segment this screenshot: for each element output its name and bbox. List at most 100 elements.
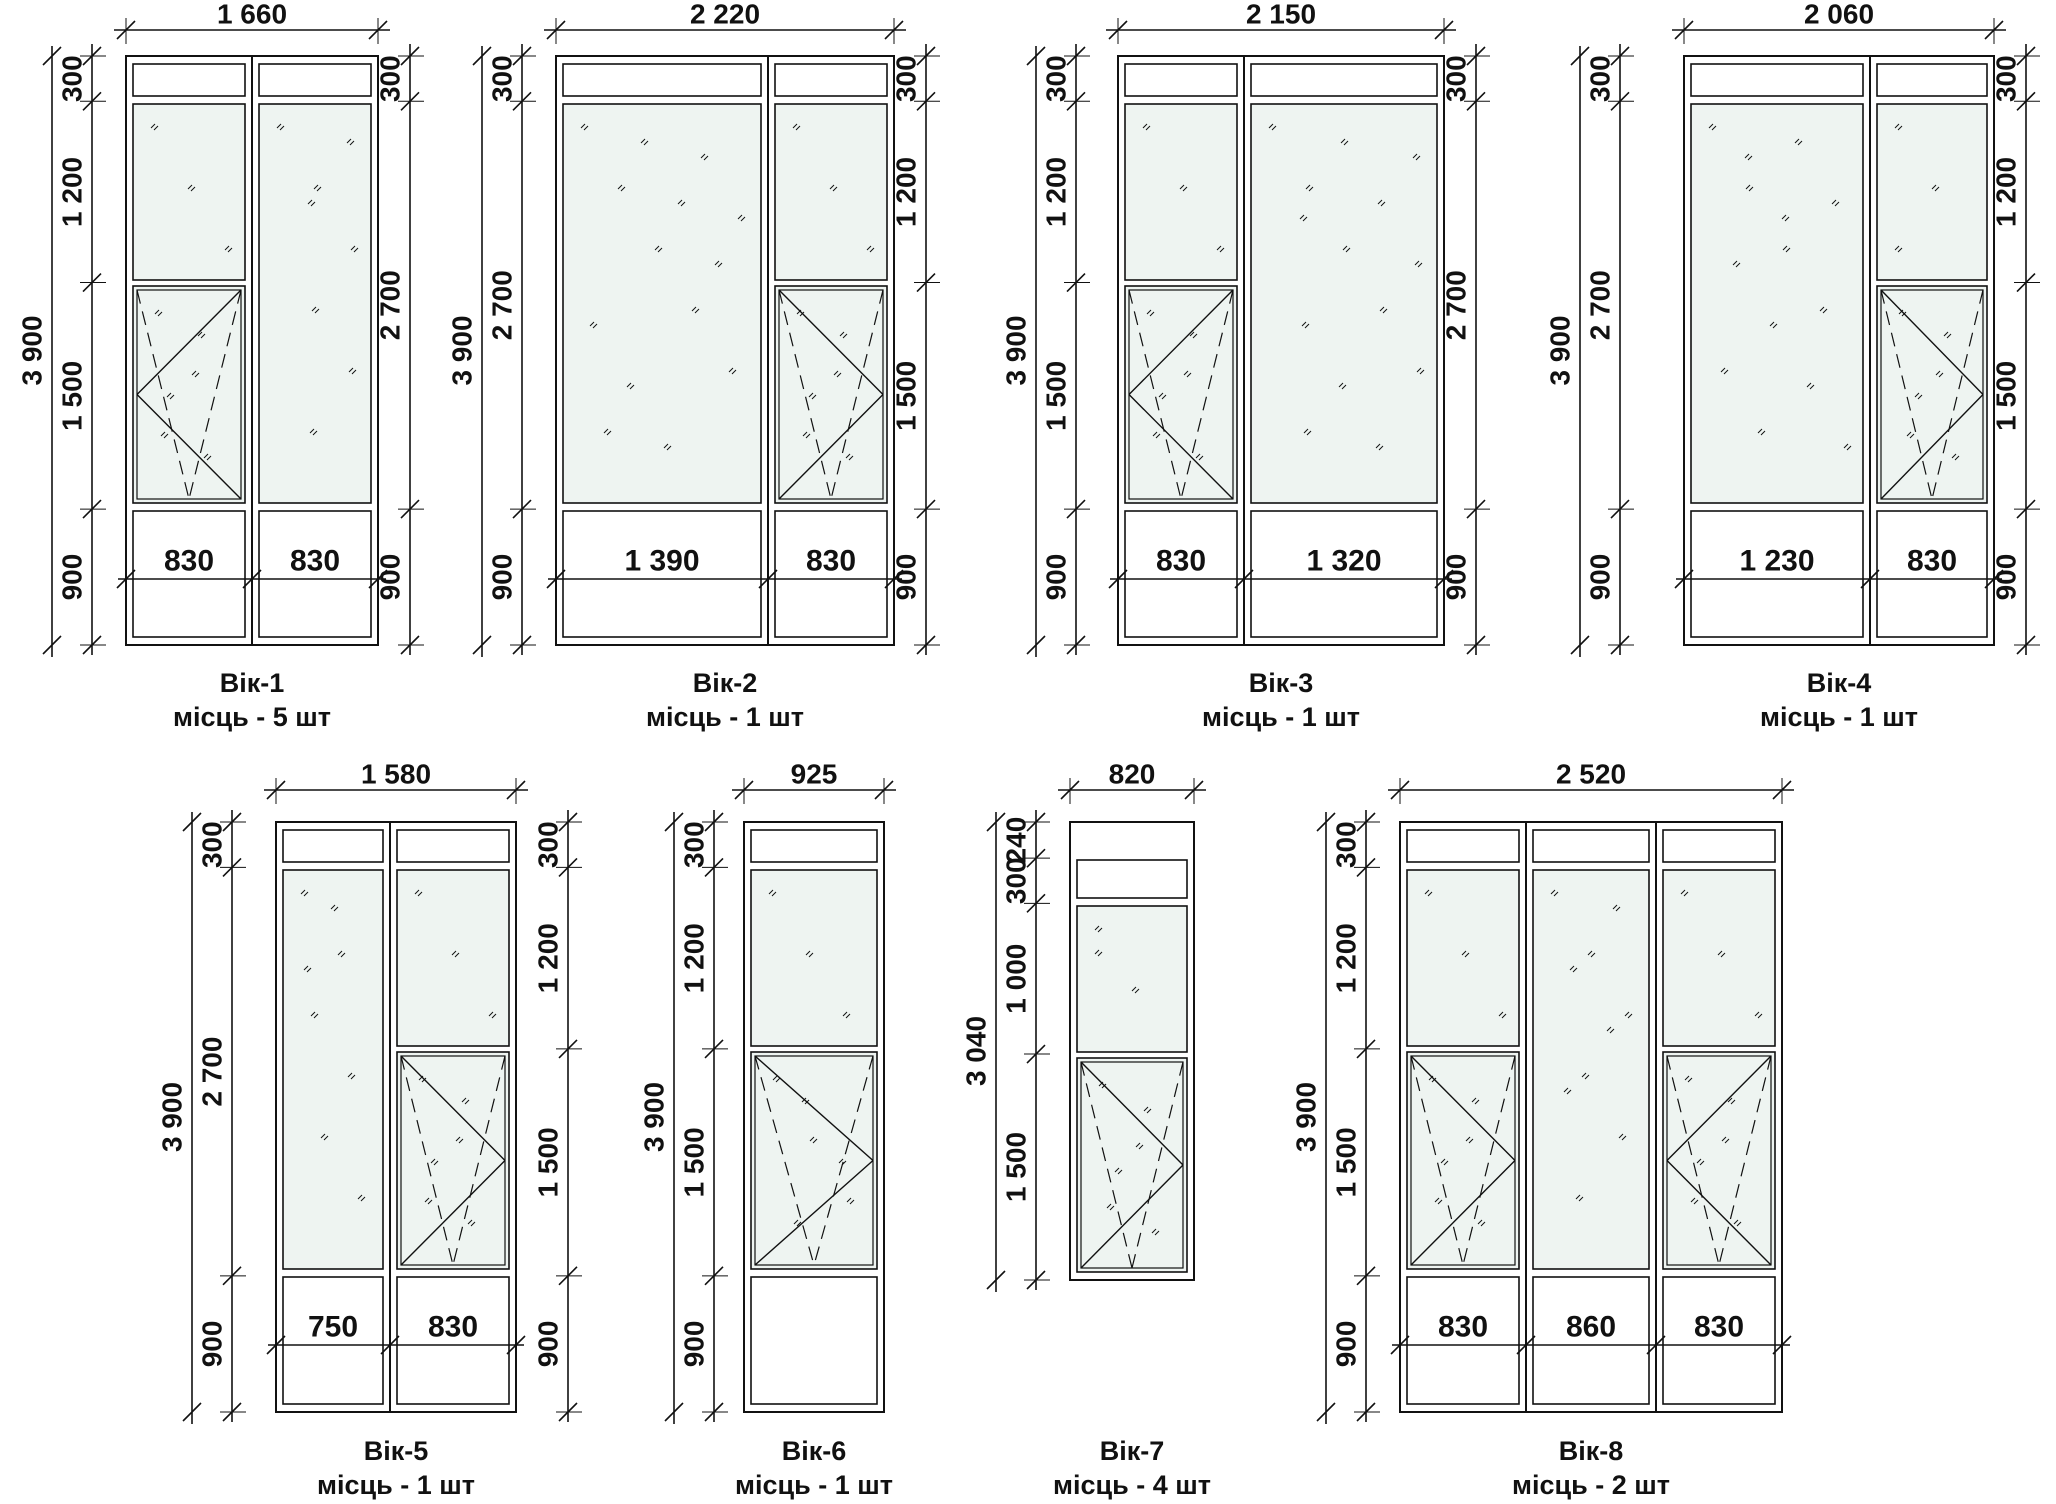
- window-code: Вік-3: [1248, 668, 1314, 698]
- glass-hatch: [424, 1197, 430, 1203]
- window-w5: 750 830 1 580 3 900 300 2 700 900 300 1 200 1 500…: [157, 759, 582, 1424]
- glass-hatch: [1934, 186, 1940, 192]
- glass-hatch: [772, 1075, 778, 1081]
- glass-hatch: [1566, 1089, 1572, 1095]
- total-height-label: 3 900: [1291, 1082, 1322, 1152]
- dimension-tick: [380, 1335, 400, 1355]
- glass-hatch: [464, 1099, 470, 1105]
- panel: [1406, 1276, 1520, 1405]
- glass-hatch: [809, 1136, 815, 1142]
- glass-hatch: [1831, 199, 1837, 205]
- glass-hatch: [1748, 186, 1754, 192]
- glass-hatch: [1690, 1197, 1696, 1203]
- glass-hatch: [1618, 1133, 1624, 1139]
- glass-hatch: [1465, 1136, 1471, 1142]
- window-caption: Вік-2 місць - 1 шт: [565, 666, 885, 734]
- glass-hatch: [310, 1011, 316, 1017]
- glass-hatch: [626, 382, 632, 388]
- glass-hatch: [845, 1013, 851, 1019]
- glass-hatch: [1268, 123, 1274, 129]
- opening-line: [1410, 1055, 1516, 1161]
- glass-hatch: [1415, 155, 1421, 161]
- window-caption: Вік-8 місць - 2 шт: [1431, 1434, 1751, 1502]
- glass-hatch: [353, 247, 359, 253]
- glass-hatch: [1708, 123, 1714, 129]
- height-dimension-label: 300: [57, 55, 88, 102]
- glass-hatch: [1304, 323, 1310, 329]
- glass-hatch: [451, 950, 457, 956]
- glass-hatch: [1609, 1028, 1615, 1034]
- dimension-tick: [472, 635, 492, 655]
- glass-hatch: [1145, 125, 1151, 131]
- tilt-line: [1462, 1055, 1516, 1266]
- height-dimension-label: 300: [679, 821, 710, 868]
- glass-hatch: [346, 138, 352, 144]
- glass-hatch: [1693, 1199, 1699, 1205]
- height-dimension-label: 1 200: [57, 157, 88, 227]
- glass-hatch: [1723, 369, 1729, 375]
- glass-hatch: [796, 1221, 802, 1227]
- glass-hatch: [1563, 1087, 1569, 1093]
- height-dimension-label: 2 700: [1585, 270, 1616, 340]
- glass-hatch: [337, 950, 343, 956]
- glass-hatch: [1747, 155, 1753, 161]
- total-height-label: 3 900: [639, 1082, 670, 1152]
- glass-hatch: [454, 952, 460, 958]
- glass-hatch: [839, 331, 845, 337]
- glass-hatch: [1417, 262, 1423, 268]
- height-dimension-label: 300: [487, 55, 518, 102]
- glass-hatch: [793, 1219, 799, 1225]
- pane-width-label: 830: [1907, 545, 1957, 578]
- height-dimension-label: 240: [1001, 817, 1032, 864]
- height-dimension-label: 1 200: [1041, 157, 1072, 227]
- glass-hatch: [1416, 367, 1422, 373]
- glass-hatch: [589, 321, 595, 327]
- pane-width-label: 830: [1694, 1311, 1744, 1344]
- glass-hatch: [1305, 184, 1311, 190]
- glass-hatch: [629, 384, 635, 390]
- glass-hatch: [1097, 927, 1103, 933]
- panel: [132, 510, 246, 638]
- height-dimension-label: 300: [1331, 821, 1362, 868]
- opening-line: [1880, 289, 1984, 395]
- glass-hatch: [1179, 184, 1185, 190]
- glass-pane: [282, 869, 384, 1270]
- glass-hatch: [430, 1158, 436, 1164]
- dimension-tick: [1570, 635, 1590, 655]
- glass-hatch: [1732, 260, 1738, 266]
- glass-hatch: [808, 392, 814, 398]
- glass-hatch: [1271, 125, 1277, 131]
- dimension-tick: [1570, 46, 1590, 66]
- height-dimension-label: 1 500: [679, 1127, 710, 1197]
- glass-hatch: [1094, 949, 1100, 955]
- glass-hatch: [1584, 1074, 1590, 1080]
- pane-width-label: 830: [164, 545, 214, 578]
- dimension-tick: [42, 635, 62, 655]
- glass-hatch: [1301, 321, 1307, 327]
- height-dimension-label: 1 200: [1331, 923, 1362, 993]
- panel: [774, 63, 888, 97]
- glass-hatch: [194, 372, 200, 378]
- glass-hatch: [1471, 1097, 1477, 1103]
- total-height-label: 3 900: [1545, 315, 1576, 385]
- dimension-tick: [664, 812, 684, 832]
- panel: [1406, 829, 1520, 863]
- panel: [282, 1276, 384, 1405]
- height-dimension-label: 900: [1585, 554, 1616, 601]
- total-height-label: 3 040: [961, 1016, 992, 1086]
- height-dimension-label: 1 200: [1991, 157, 2022, 227]
- glass-hatch: [1917, 394, 1923, 400]
- glass-hatch: [350, 1074, 356, 1080]
- glass-hatch: [154, 309, 160, 315]
- glass-hatch: [1468, 1138, 1474, 1144]
- tilt-line: [452, 1055, 506, 1266]
- height-dimension-label: 1 500: [1331, 1127, 1362, 1197]
- glass-hatch: [313, 1013, 319, 1019]
- dimension-tick: [1026, 635, 1046, 655]
- glass-hatch: [1380, 201, 1386, 207]
- glass-hatch: [846, 1197, 852, 1203]
- glass-hatch: [1822, 308, 1828, 314]
- glass-hatch: [838, 1158, 844, 1164]
- window-quantity: місць - 2 шт: [1512, 1470, 1670, 1500]
